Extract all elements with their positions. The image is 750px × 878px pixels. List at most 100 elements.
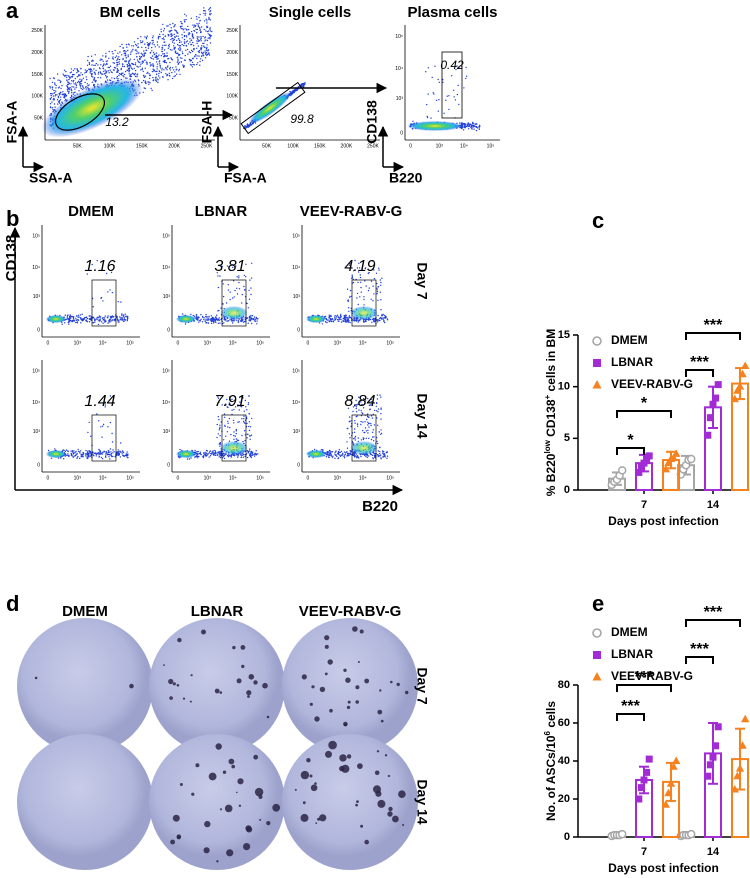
- cell-dot: [111, 51, 113, 53]
- spot: [169, 696, 173, 700]
- cell-dot: [102, 60, 104, 62]
- x-tick-label: 0: [176, 475, 179, 481]
- cell-dot: [246, 126, 248, 128]
- cell-dot: [343, 316, 346, 318]
- cell-dot: [205, 30, 207, 32]
- y-tick-label: 10⁴: [395, 66, 403, 72]
- cell-dot: [63, 458, 65, 460]
- cell-dot: [168, 43, 170, 46]
- cell-dot: [205, 18, 207, 20]
- cell-dot: [155, 70, 157, 73]
- spot: [360, 824, 364, 828]
- cell-dot: [471, 128, 473, 130]
- cell-dot: [61, 93, 63, 96]
- cell-dot: [379, 450, 381, 453]
- y-tick-label: 10³: [33, 429, 41, 435]
- cell-dot: [49, 85, 51, 88]
- cell-dot: [250, 456, 253, 459]
- cell-dot: [100, 297, 102, 300]
- cell-dot: [217, 396, 219, 398]
- significance-label: *: [627, 432, 634, 449]
- cell-dot: [202, 10, 205, 12]
- data-point: [640, 776, 648, 784]
- cell-dot: [70, 450, 72, 452]
- cell-dot: [117, 449, 120, 451]
- cell-dot: [348, 264, 351, 266]
- cell-dot: [198, 51, 200, 54]
- cell-dot: [247, 402, 250, 404]
- cell-dot: [175, 66, 177, 68]
- cell-dot: [144, 52, 147, 54]
- cell-dot: [379, 452, 381, 455]
- cell-dot: [110, 71, 112, 73]
- cell-dot: [438, 99, 440, 101]
- cell-dot: [363, 304, 365, 306]
- cell-dot: [158, 70, 160, 72]
- cell-dot: [77, 80, 80, 83]
- cell-dot: [171, 71, 173, 74]
- cell-dot: [292, 92, 294, 94]
- cell-dot: [384, 317, 386, 319]
- data-point: [643, 768, 651, 776]
- cell-dot: [118, 58, 121, 61]
- cell-dot: [162, 76, 164, 78]
- cell-dot: [374, 319, 376, 321]
- y-tick-label: 10⁵: [162, 369, 170, 375]
- cell-dot: [121, 43, 123, 46]
- cell-dot: [190, 59, 192, 61]
- cell-dot: [345, 314, 347, 316]
- cell-dot: [97, 319, 99, 321]
- cell-dot: [152, 35, 154, 37]
- spot: [266, 715, 270, 719]
- cell-dot: [161, 67, 163, 70]
- cell-dot: [183, 34, 186, 37]
- spot: [380, 719, 384, 723]
- cell-dot: [238, 409, 240, 411]
- cell-dot: [148, 83, 150, 86]
- cell-dot: [376, 321, 379, 323]
- cell-dot: [88, 63, 91, 66]
- cell-dot: [72, 79, 75, 82]
- cell-dot: [152, 63, 154, 65]
- cell-dot: [371, 436, 374, 438]
- cell-dot: [116, 451, 119, 453]
- cell-dot: [100, 426, 102, 428]
- x-tick-label: 0: [46, 340, 49, 346]
- cell-dot: [329, 451, 331, 453]
- cell-dot: [205, 322, 208, 324]
- cell-dot: [122, 63, 124, 66]
- cell-dot: [68, 78, 70, 81]
- cell-dot: [340, 450, 343, 453]
- cell-dot: [114, 456, 116, 458]
- spot: [374, 770, 380, 776]
- cell-dot: [193, 44, 195, 47]
- cell-dot: [193, 64, 195, 66]
- cell-dot: [154, 77, 157, 79]
- cell-dot: [229, 291, 231, 293]
- cell-dot: [80, 72, 82, 74]
- cell-dot: [122, 65, 124, 68]
- cell-dot: [60, 96, 62, 98]
- cell-dot: [203, 55, 205, 57]
- cell-dot: [82, 77, 85, 80]
- cell-dot: [248, 450, 251, 452]
- cell-dot: [242, 441, 244, 443]
- cell-dot: [116, 315, 118, 318]
- cell-dot: [208, 8, 211, 10]
- cell-dot: [151, 57, 153, 60]
- spot: [176, 684, 180, 687]
- gate-value: 8.84: [344, 393, 375, 410]
- cell-dot: [113, 69, 115, 71]
- cell-dot: [174, 75, 176, 77]
- cell-dot: [348, 433, 351, 435]
- cell-dot: [53, 103, 56, 105]
- cell-dot: [113, 451, 115, 453]
- cell-dot: [172, 22, 174, 25]
- data-point: [709, 753, 717, 761]
- cell-dot: [105, 452, 107, 455]
- cell-dot: [136, 74, 138, 76]
- cell-dot: [364, 320, 366, 323]
- cell-dot: [57, 79, 59, 81]
- data-point: [730, 394, 739, 403]
- cell-dot: [72, 456, 74, 458]
